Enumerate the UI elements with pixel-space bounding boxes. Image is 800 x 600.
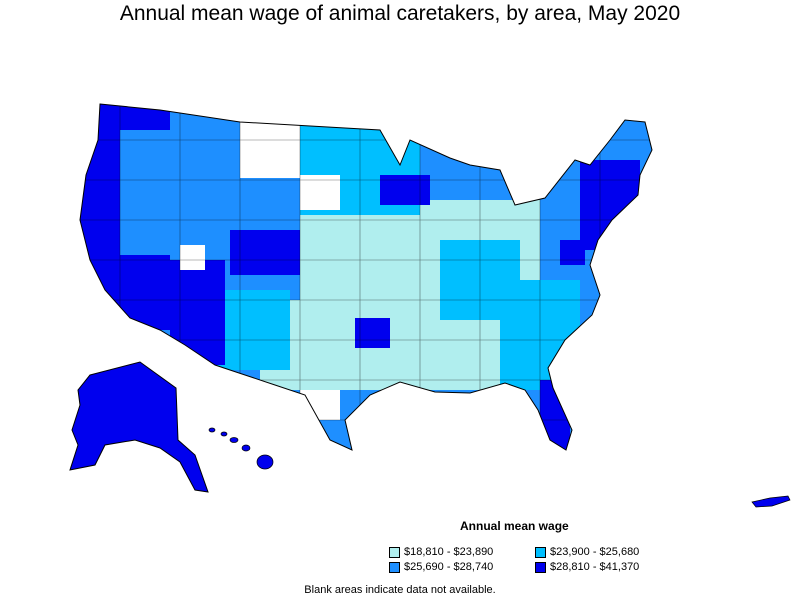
- legend-item-4: $28,810 - $41,370: [535, 561, 639, 573]
- legend-label-4: $28,810 - $41,370: [550, 561, 640, 573]
- alaska: [70, 362, 208, 492]
- legend-swatch-1: [389, 546, 400, 558]
- legend-swatch-3: [389, 561, 400, 573]
- legend-title: Annual mean wage: [460, 519, 569, 533]
- legend-swatch-2: [535, 546, 546, 558]
- legend-swatch-4: [535, 561, 546, 573]
- legend-label-3: $25,690 - $28,740: [404, 561, 494, 573]
- legend-item-3: $25,690 - $28,740: [389, 561, 493, 573]
- hawaii: [208, 427, 274, 470]
- map-title: Annual mean wage of animal caretakers, b…: [119, 2, 681, 25]
- legend-label-2: $23,900 - $25,680: [550, 546, 640, 558]
- legend-label-1: $18,810 - $23,890: [404, 546, 494, 558]
- puerto-rico: [751, 495, 791, 508]
- footnote: Blank areas indicate data not available.: [304, 584, 496, 596]
- legend-item-1: $18,810 - $23,890: [389, 546, 493, 558]
- legend-item-2: $23,900 - $25,680: [535, 546, 639, 558]
